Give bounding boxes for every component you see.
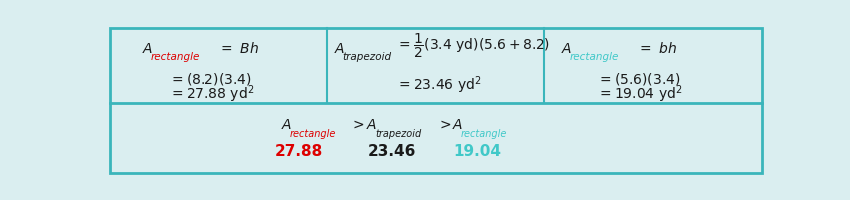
- Text: rectangle: rectangle: [461, 129, 507, 139]
- Text: rectangle: rectangle: [151, 52, 201, 62]
- Text: $= (5.6)(3.4)$: $= (5.6)(3.4)$: [597, 71, 681, 87]
- Text: $>$: $>$: [350, 118, 365, 132]
- Text: $=\ \mathit{Bh}$: $=\ \mathit{Bh}$: [218, 41, 259, 56]
- Text: $= \dfrac{1}{2}(3.4\ \mathregular{yd})(5.6 + 8.2)$: $= \dfrac{1}{2}(3.4\ \mathregular{yd})(5…: [396, 31, 550, 60]
- Text: $= 27.88\ \mathregular{yd}^2$: $= 27.88\ \mathregular{yd}^2$: [169, 83, 254, 105]
- Text: $\mathit{A}$: $\mathit{A}$: [280, 118, 292, 132]
- Text: 23.46: 23.46: [367, 144, 416, 159]
- Text: $\mathit{A}$: $\mathit{A}$: [561, 42, 572, 56]
- Text: $\mathit{A}$: $\mathit{A}$: [333, 42, 345, 56]
- Text: $=\ \mathit{bh}$: $=\ \mathit{bh}$: [637, 41, 677, 56]
- Text: rectangle: rectangle: [570, 52, 619, 62]
- Text: $\mathit{A}$: $\mathit{A}$: [143, 42, 154, 56]
- Text: $= 23.46\ \mathregular{yd}^2$: $= 23.46\ \mathregular{yd}^2$: [396, 74, 482, 96]
- Text: $= (8.2)(3.4)$: $= (8.2)(3.4)$: [169, 71, 252, 87]
- Text: rectangle: rectangle: [289, 129, 336, 139]
- Text: $\mathit{A}$: $\mathit{A}$: [366, 118, 377, 132]
- Text: trapezoid: trapezoid: [342, 52, 391, 62]
- Text: 27.88: 27.88: [275, 144, 323, 159]
- Text: $= 19.04\ \mathregular{yd}^2$: $= 19.04\ \mathregular{yd}^2$: [597, 83, 683, 105]
- Text: 19.04: 19.04: [453, 144, 501, 159]
- Text: $>$: $>$: [437, 118, 452, 132]
- Text: $\mathit{A}$: $\mathit{A}$: [452, 118, 463, 132]
- Text: trapezoid: trapezoid: [375, 129, 422, 139]
